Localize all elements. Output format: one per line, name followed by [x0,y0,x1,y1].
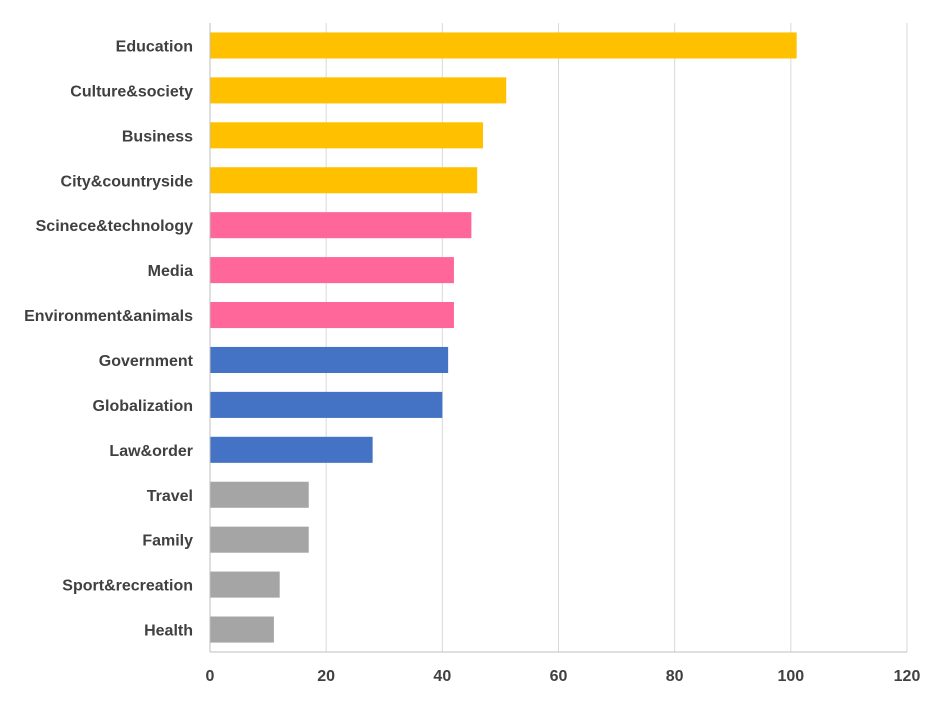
bar-law-order [210,436,373,463]
category-label-culture-society: Culture&society [70,83,193,100]
gridlines [325,23,908,652]
category-label-business: Business [122,128,193,145]
bar-media [210,257,454,284]
category-label-travel: Travel [147,488,193,505]
category-label-environment-animals: Environment&animals [24,308,193,325]
x-tick-label-80: 80 [666,668,684,685]
category-label-education: Education [116,38,193,55]
category-label-city-countryside: City&countryside [61,173,194,190]
x-tick-label-100: 100 [777,668,804,685]
bar-globalization [210,391,443,418]
bar-city-countryside [210,167,478,194]
bar-travel [210,481,309,508]
category-label-sport-recreation: Sport&recreation [62,578,193,595]
bar-health [210,616,274,643]
category-label-scinece-technology: Scinece&technology [36,218,193,235]
x-tick-label-60: 60 [550,668,568,685]
bars [210,32,797,643]
bar-culture-society [210,77,507,104]
category-label-government: Government [99,353,194,370]
x-tick-label-40: 40 [433,668,451,685]
category-label-globalization: Globalization [93,398,193,415]
bar-family [210,526,309,553]
bar-sport-recreation [210,571,280,598]
bar-education [210,32,797,59]
x-tick-label-0: 0 [206,668,215,685]
category-label-media: Media [148,263,193,280]
bar-government [210,346,449,373]
bar-business [210,122,483,149]
bar-environment-animals [210,302,454,329]
x-tick-labels: 0 20 40 60 80 100 120 [206,668,921,685]
x-tick-label-20: 20 [317,668,335,685]
category-labels: Education Culture&society Business City&cou… [24,38,194,639]
category-label-health: Health [144,623,193,640]
axes [209,23,907,653]
bar-scinece-technology [210,212,472,239]
category-label-family: Family [142,533,193,550]
category-label-law-order: Law&order [109,443,193,460]
x-tick-label-120: 120 [894,668,921,685]
